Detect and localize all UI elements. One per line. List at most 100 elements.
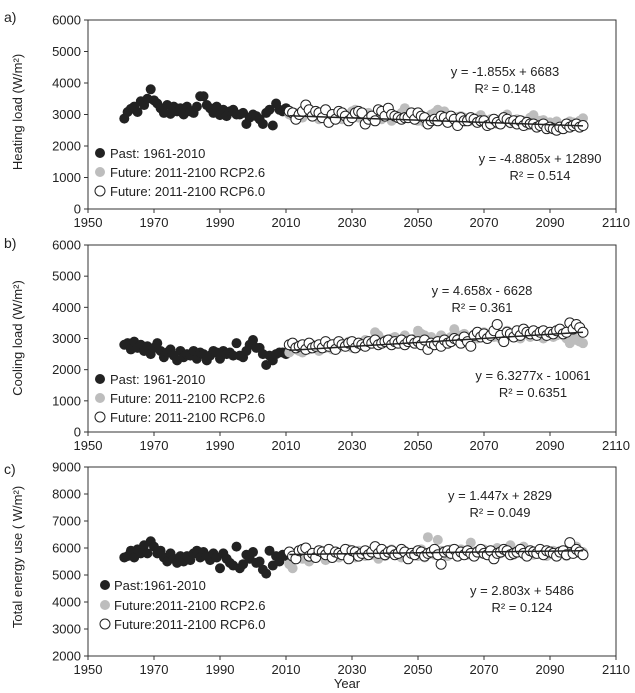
trend-line [289,549,584,556]
x-tick-label: 2070 [470,438,499,453]
legend-label: Future: 2011-2100 RCP2.6 [110,391,265,406]
data-point-rcp26 [422,532,433,543]
annotation-r2: R² = 0.361 [451,300,512,315]
data-point-past [238,559,249,570]
x-tick-label: 2070 [470,215,499,230]
panel-label: c) [4,461,16,477]
legend-marker-past [95,374,105,384]
data-point-past [257,118,268,129]
y-tick-label: 6000 [52,13,81,28]
data-point-past [152,338,163,349]
y-tick-label: 6000 [52,238,81,253]
legend-marker-rcp26 [95,393,105,403]
y-tick-label: 4000 [52,595,81,610]
data-point-past [248,335,258,346]
x-tick-label: 1950 [74,662,103,677]
y-tick-label: 2000 [52,649,81,664]
x-tick-label: 2070 [470,662,499,677]
data-point-past [231,338,242,349]
x-tick-label: 2010 [272,438,301,453]
x-tick-label: 1990 [206,438,235,453]
data-point-past [198,91,209,102]
annotation-equation: y = 1.447x + 2829 [448,488,552,503]
panel-a: a) Heating load (W/m²) y = -1.855x + 668… [4,9,630,230]
y-tick-label: 0 [74,425,81,440]
panel-label: b) [4,235,16,251]
x-tick-label: 2050 [404,662,433,677]
data-point-past [248,547,258,558]
legend-label: Future:2011-2100 RCP2.6 [114,598,266,613]
data-point-rcp60 [577,549,589,561]
x-tick-label: 2010 [272,662,301,677]
x-tick-label: 2090 [536,215,565,230]
data-point-rcp26 [578,338,588,349]
x-tick-label: 1950 [74,215,103,230]
data-point-rcp26 [432,534,443,545]
y-tick-label: 0 [74,202,81,217]
annotation-equation: y = -4.8805x + 12890 [479,151,602,166]
legend-label: Future: 2011-2100 RCP2.6 [110,165,265,180]
panel-label: a) [4,9,16,25]
legend-marker-past [100,580,110,590]
panel-b: b) Cooling load (W/m²) y = 4.658x - 6628… [4,235,630,453]
data-point-past [142,548,153,559]
x-tick-label: 2090 [536,438,565,453]
y-tick-label: 8000 [52,487,81,502]
data-point-past [264,545,275,556]
panel-c: c) Total energy use ( W/m²) y = 1.447x +… [4,460,630,678]
legend-marker-rcp26 [95,167,105,177]
x-tick-label: 2010 [272,215,301,230]
data-point-rcp60 [369,115,381,127]
legend-marker-rcp26 [100,600,110,610]
x-tick-label: 2110 [602,438,630,453]
trend-line [289,115,584,127]
data-point-rcp60 [491,318,503,330]
data-point-rcp26 [465,537,476,548]
data-point-past [254,556,265,567]
legend: Past:1961-2010 Future:2011-2100 RCP2.6 F… [99,578,266,632]
legend-label: Past:1961-2010 [114,578,206,593]
legend-label: Past: 1961-2010 [110,372,205,387]
data-point-rcp60 [435,558,447,570]
x-tick-label: 2090 [536,662,565,677]
x-tick-label: 2030 [338,662,367,677]
y-tick-label: 4000 [52,300,81,315]
x-tick-label: 1970 [140,662,169,677]
y-tick-label: 3000 [52,331,81,346]
annotation-r2: R² = 0.6351 [499,385,567,400]
annotation-r2: R² = 0.124 [491,600,552,615]
data-point-rcp60 [564,537,576,549]
y-tick-label: 2000 [52,362,81,377]
annotation-equation: y = 4.658x - 6628 [432,283,533,298]
legend-marker-rcp60 [94,185,106,197]
legend: Past: 1961-2010 Future: 2011-2100 RCP2.6… [94,372,265,425]
y-tick-label: 1000 [52,393,81,408]
legend-label: Past: 1961-2010 [110,146,205,161]
x-tick-label: 1970 [140,438,169,453]
data-point-past [267,120,278,131]
y-tick-label: 3000 [52,622,81,637]
x-tick-label: 2030 [338,215,367,230]
trend-line [289,331,584,352]
x-tick-label: 2050 [404,438,433,453]
legend-label: Future: 2011-2100 RCP6.0 [110,184,265,199]
annotation-r2: R² = 0.514 [509,168,570,183]
y-tick-label: 9000 [52,460,81,475]
y-axis-title: Total energy use ( W/m²) [10,486,25,628]
data-point-past [191,101,202,112]
legend: Past: 1961-2010 Future: 2011-2100 RCP2.6… [94,146,265,199]
annotation-equation: y = 6.3277x - 10061 [475,368,590,383]
y-tick-label: 1000 [52,170,81,185]
data-point-rcp26 [287,563,298,574]
annotation-equation: y = -1.855x + 6683 [451,64,559,79]
x-tick-label: 1990 [206,662,235,677]
x-tick-label: 2110 [602,662,630,677]
annotation-r2: R² = 0.049 [469,505,530,520]
y-axis-title: Cooling load (W/m²) [10,280,25,396]
data-point-past [261,568,272,579]
x-tick-label: 2110 [602,215,630,230]
x-tick-label: 1950 [74,438,103,453]
data-point-rcp60 [465,340,477,352]
data-point-past [231,541,242,552]
